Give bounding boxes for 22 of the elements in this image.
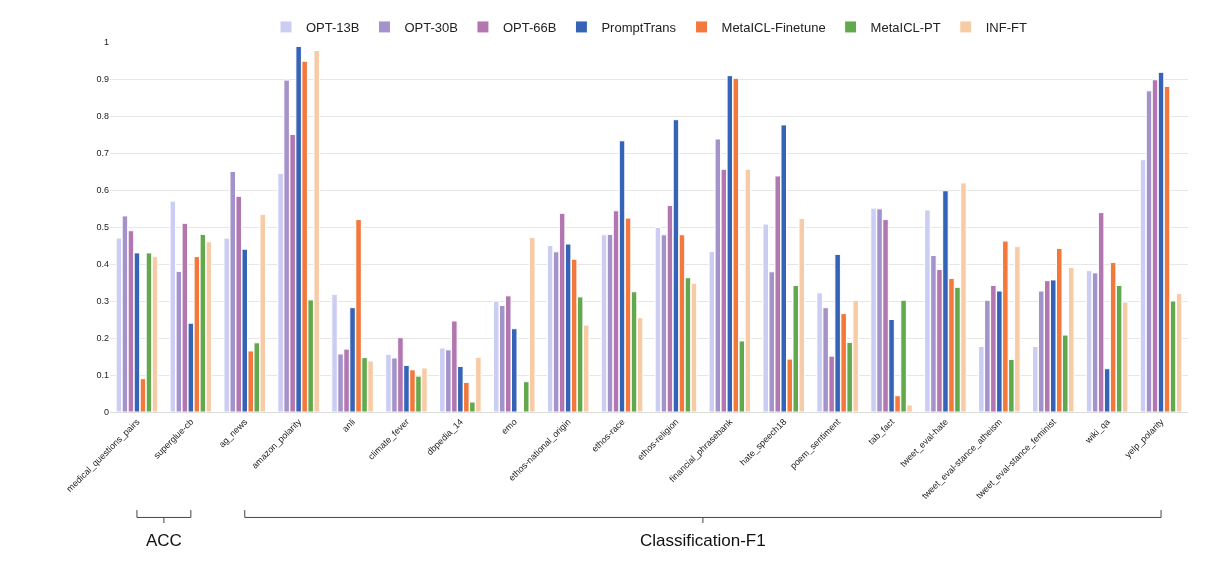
y-tick-label: 0 [103, 407, 109, 418]
text: ACC [146, 531, 182, 550]
x-tick-label: anli [340, 416, 358, 434]
y-tick-label: 0.4 [96, 259, 109, 270]
legend-label: MetaICL-PT [870, 20, 941, 36]
y-tick-label: 0.5 [96, 222, 109, 233]
bar [169, 200, 177, 412]
y-tick-label: 0.1 [96, 370, 109, 381]
y-tick-label: 1 [103, 37, 109, 48]
y-tick-label: 0.9 [96, 74, 109, 85]
y-tick-label: 0.2 [96, 333, 109, 344]
legend-label: OPT-66B [502, 20, 557, 36]
y-tick-label: 0.7 [96, 148, 109, 159]
legend-label: MetaICL-Finetune [721, 20, 826, 36]
y-tick-label: 0.3 [96, 296, 109, 307]
legend-label: PromptTrans [601, 20, 677, 36]
y-tick-label: 0.8 [96, 111, 109, 122]
text: Classification-F1 [640, 531, 766, 550]
legend-label: OPT-13B [306, 20, 360, 36]
legend-label: INF-FT [985, 20, 1027, 36]
y-tick-label: 0.6 [96, 185, 109, 196]
legend-label: OPT-30B [404, 20, 458, 36]
